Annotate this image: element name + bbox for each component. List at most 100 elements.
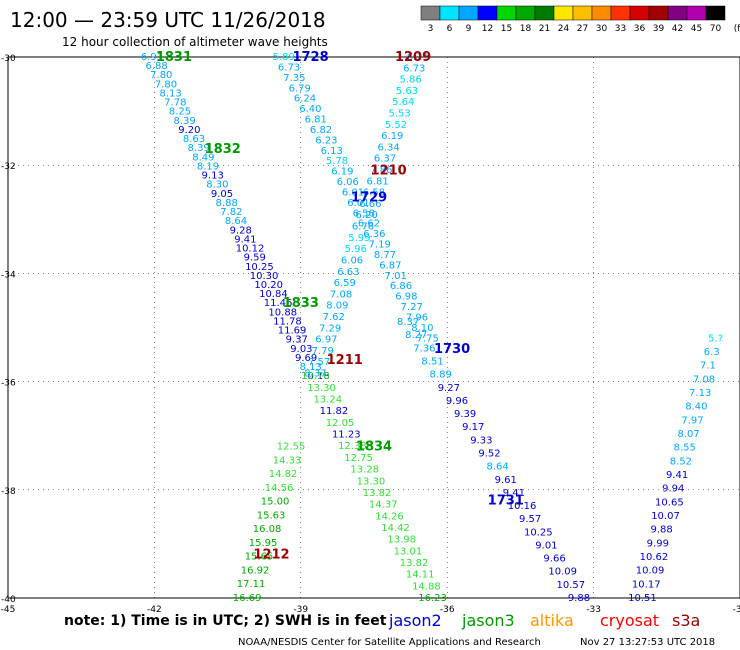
swh-value: 14.37 [369, 500, 398, 511]
scale-swatch [705, 5, 726, 21]
swh-value: 10.12 [236, 244, 265, 255]
scale-label: 42 [672, 24, 683, 34]
scale-label: 12 [482, 24, 493, 34]
swh-value: 15.65 [245, 552, 274, 563]
swh-value: 8.13 [300, 362, 322, 373]
swh-value: 6.59 [334, 278, 356, 289]
swh-value: 6.91 [141, 52, 163, 63]
swh-value: 9.41 [666, 470, 688, 481]
swh-value: 16.23 [418, 593, 447, 604]
swh-value: 13.82 [400, 558, 429, 569]
swh-value: 8.07 [677, 429, 699, 440]
lon-label: -45 [1, 605, 16, 615]
lat-label: -40 [1, 595, 16, 605]
swh-value: 6.79 [289, 83, 311, 94]
swh-value: 15.95 [249, 538, 278, 549]
map-title: 12:00 — 23:59 UTC 11/26/2018 [10, 8, 326, 32]
swh-value: 7.79 [312, 346, 334, 357]
swh-value: 16.08 [253, 524, 282, 535]
footer-timestamp: Nov 27 13:27:53 UTC 2018 [580, 637, 715, 648]
swh-value: 6.19 [331, 167, 353, 178]
swh-value: 11.69 [278, 326, 307, 337]
swh-value: 8.49 [192, 152, 214, 163]
swh-value: 7.36 [413, 343, 435, 354]
track-jason2-east: 5.? 6.3 7.1 7.08 7.13 8.40 7.97 8.07 8.55 8.52 9.4… [628, 333, 723, 604]
swh-value: 12.05 [326, 418, 355, 429]
legend-altika: altika [530, 611, 574, 630]
track-s3a-descending-continued: 8.37 8.27 7.36 8.51 8.89 9.27 9.96 9.39 9.17 9.33… [397, 317, 590, 604]
scale-swatch [534, 5, 555, 21]
swh-value: 7.29 [319, 323, 341, 334]
swh-value: 6.20 [356, 210, 378, 221]
swh-value: 5.78 [326, 156, 348, 167]
swh-value: 9.41 [234, 234, 256, 245]
swh-value: 9.94 [662, 484, 684, 495]
swh-value: 5.? [708, 333, 723, 344]
swh-value: 6.36 [363, 229, 385, 240]
swh-value: 7.08 [330, 289, 352, 300]
swh-value: 10.62 [640, 552, 669, 563]
scale-swatch [591, 5, 612, 21]
swh-value: 10.20 [254, 280, 283, 291]
swh-value: 9.99 [647, 538, 669, 549]
swh-value: 9.39 [454, 409, 476, 420]
swh-value: 6.73 [403, 63, 425, 74]
swh-value: 10.16 [508, 501, 537, 512]
legend-s3a: s3a [672, 611, 700, 630]
swh-value: 13.82 [363, 488, 392, 499]
lon-label: -36 [440, 605, 455, 615]
scale-swatch [458, 5, 479, 21]
track-jason3-descending-west: 6.916.887.807.808.137.788.258.399.208.63… [141, 52, 330, 382]
swh-value: 8.19 [197, 161, 219, 172]
swh-value: 8.51 [421, 357, 443, 368]
swh-value: 9.59 [244, 253, 266, 264]
swh-value: 10.57 [557, 580, 586, 591]
swh-value: 9.88 [651, 525, 673, 536]
scale-label: 39 [653, 24, 665, 34]
swh-value: 8.64 [486, 462, 508, 473]
swh-value: 9.69 [295, 353, 317, 364]
scale-swatch [477, 5, 498, 21]
swh-value: 9.66 [543, 554, 565, 565]
swh-value: 10.09 [548, 567, 577, 578]
pass-time-label: 1209 [395, 50, 431, 65]
swh-value: 15.63 [257, 510, 286, 521]
track-layer: 6.916.887.807.808.137.788.258.399.208.63… [141, 52, 723, 604]
swh-value: 9.33 [470, 435, 492, 446]
swh-value: 6.76 [352, 222, 374, 233]
swh-value: 7.01 [385, 271, 407, 282]
swh-value: 8.30 [206, 180, 228, 191]
scale-swatch [610, 5, 631, 21]
swh-value: 9.57 [519, 514, 541, 525]
satellite-legend: jason2 jason3 altika cryosat s3a [388, 611, 700, 630]
scale-label: 33 [615, 24, 626, 34]
swh-value: 10.07 [651, 511, 680, 522]
scale-label: (ft) [734, 24, 740, 34]
track-s3a-ascending-1: 6.116.735.865.635.645.535.526.196.346.37… [304, 52, 429, 379]
swh-value: 9.20 [178, 125, 200, 136]
track-jason3-lower: 12.7013.3013.2411.8212.0511.2312.3812.75… [301, 371, 447, 604]
footer-credit: NOAA/NESDIS Center for Satellite Applica… [238, 637, 541, 648]
swh-value: 8.09 [326, 301, 348, 312]
swh-value: 8.39 [174, 116, 196, 127]
swh-value: 7.97 [681, 415, 703, 426]
swh-value: 6.01 [347, 198, 369, 209]
swh-value: 8.40 [685, 402, 707, 413]
swh-value: 9.37 [286, 335, 308, 346]
swh-value: 8.77 [374, 250, 396, 261]
swh-value: 6.62 [358, 219, 380, 230]
scale-label: 70 [710, 24, 722, 34]
swh-value: 14.26 [375, 511, 404, 522]
pass-time-label: 1729 [351, 191, 387, 206]
swh-value: 9.13 [202, 171, 224, 182]
swh-value: 9.27 [438, 383, 460, 394]
swh-value: 9.01 [535, 540, 557, 551]
swh-value: 5.86 [399, 75, 421, 86]
swh-value: 9.28 [230, 225, 252, 236]
swh-value: 5.99 [348, 233, 370, 244]
track-jason3-lower-west: 12.55 14.33 14.82 14.56 15.00 15.63 16.08 15.95… [233, 442, 306, 604]
swh-value: 10.84 [259, 289, 288, 300]
swh-value: 13.30 [307, 383, 336, 394]
swh-value: 6.86 [390, 281, 412, 292]
